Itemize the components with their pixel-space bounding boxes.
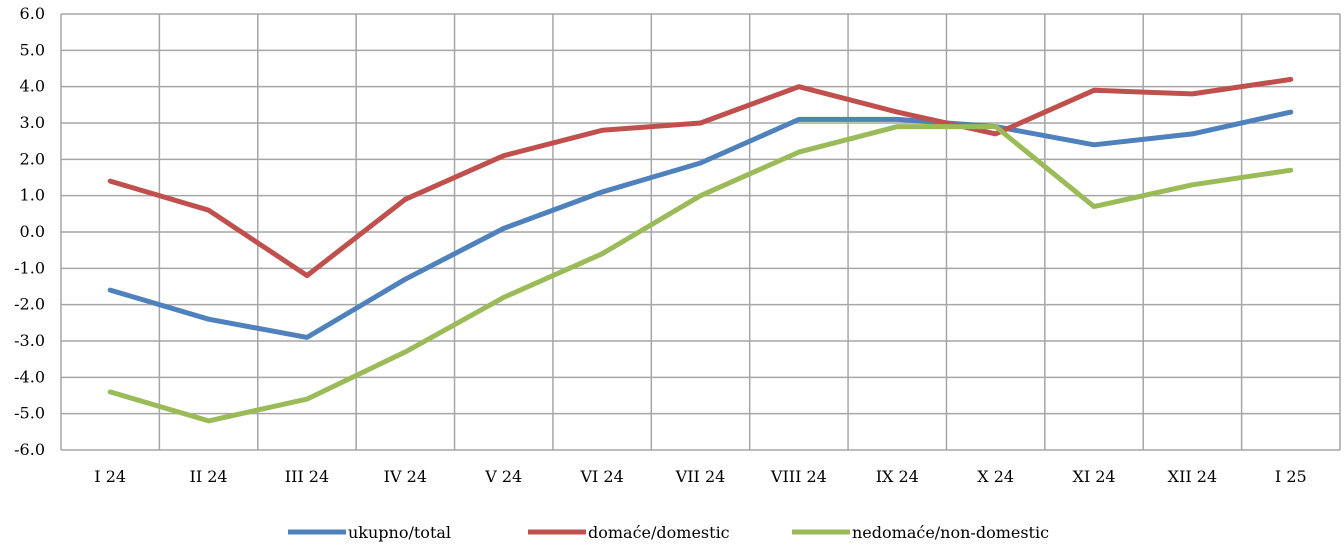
x-tick-label: IX 24 (876, 467, 919, 486)
series-lines (107, 76, 1294, 424)
legend-label: nedomaće/non-domestic (852, 523, 1049, 542)
x-tick-label: XII 24 (1168, 467, 1217, 486)
legend-label: domaće/domestic (588, 523, 730, 542)
y-tick-label: 6.0 (20, 4, 45, 23)
y-tick-label: -6.0 (14, 440, 45, 459)
x-tick-label: XI 24 (1072, 467, 1115, 486)
y-tick-label: 0.0 (20, 222, 45, 241)
x-tick-label: X 24 (977, 467, 1014, 486)
series-line (107, 76, 1294, 279)
y-tick-label: -3.0 (14, 331, 45, 350)
legend-label: ukupno/total (348, 523, 451, 542)
legend: ukupno/total domaće/domestic nedomaće/non-… (288, 523, 1049, 542)
y-tick-label: -1.0 (14, 258, 45, 277)
series-line (107, 109, 1294, 340)
y-tick-label: -5.0 (14, 404, 45, 423)
x-tick-label: II 24 (190, 467, 228, 486)
y-tick-label: -2.0 (14, 295, 45, 314)
y-tick-label: 1.0 (20, 186, 45, 205)
x-tick-label: I 25 (1275, 467, 1307, 486)
x-tick-label: IV 24 (384, 467, 427, 486)
y-tick-label: 3.0 (20, 113, 45, 132)
x-tick-label: VIII 24 (770, 467, 827, 486)
x-tick-label: VII 24 (675, 467, 726, 486)
series-line (107, 124, 1294, 424)
grid (60, 13, 1341, 451)
x-tick-label: I 24 (94, 467, 126, 486)
x-tick-label: III 24 (285, 467, 329, 486)
y-tick-label: 2.0 (20, 149, 45, 168)
x-tick-label: VI 24 (579, 467, 623, 486)
y-tick-label: 5.0 (20, 40, 45, 59)
y-tick-label: 4.0 (20, 77, 45, 96)
y-tick-label: -4.0 (14, 367, 45, 386)
axes: 6.0 5.0 4.0 3.0 2.0 1.0 0.0 -1.0 -2.0 -3.0 -4.0 -5.… (14, 4, 1307, 486)
x-tick-label: V 24 (484, 467, 522, 486)
